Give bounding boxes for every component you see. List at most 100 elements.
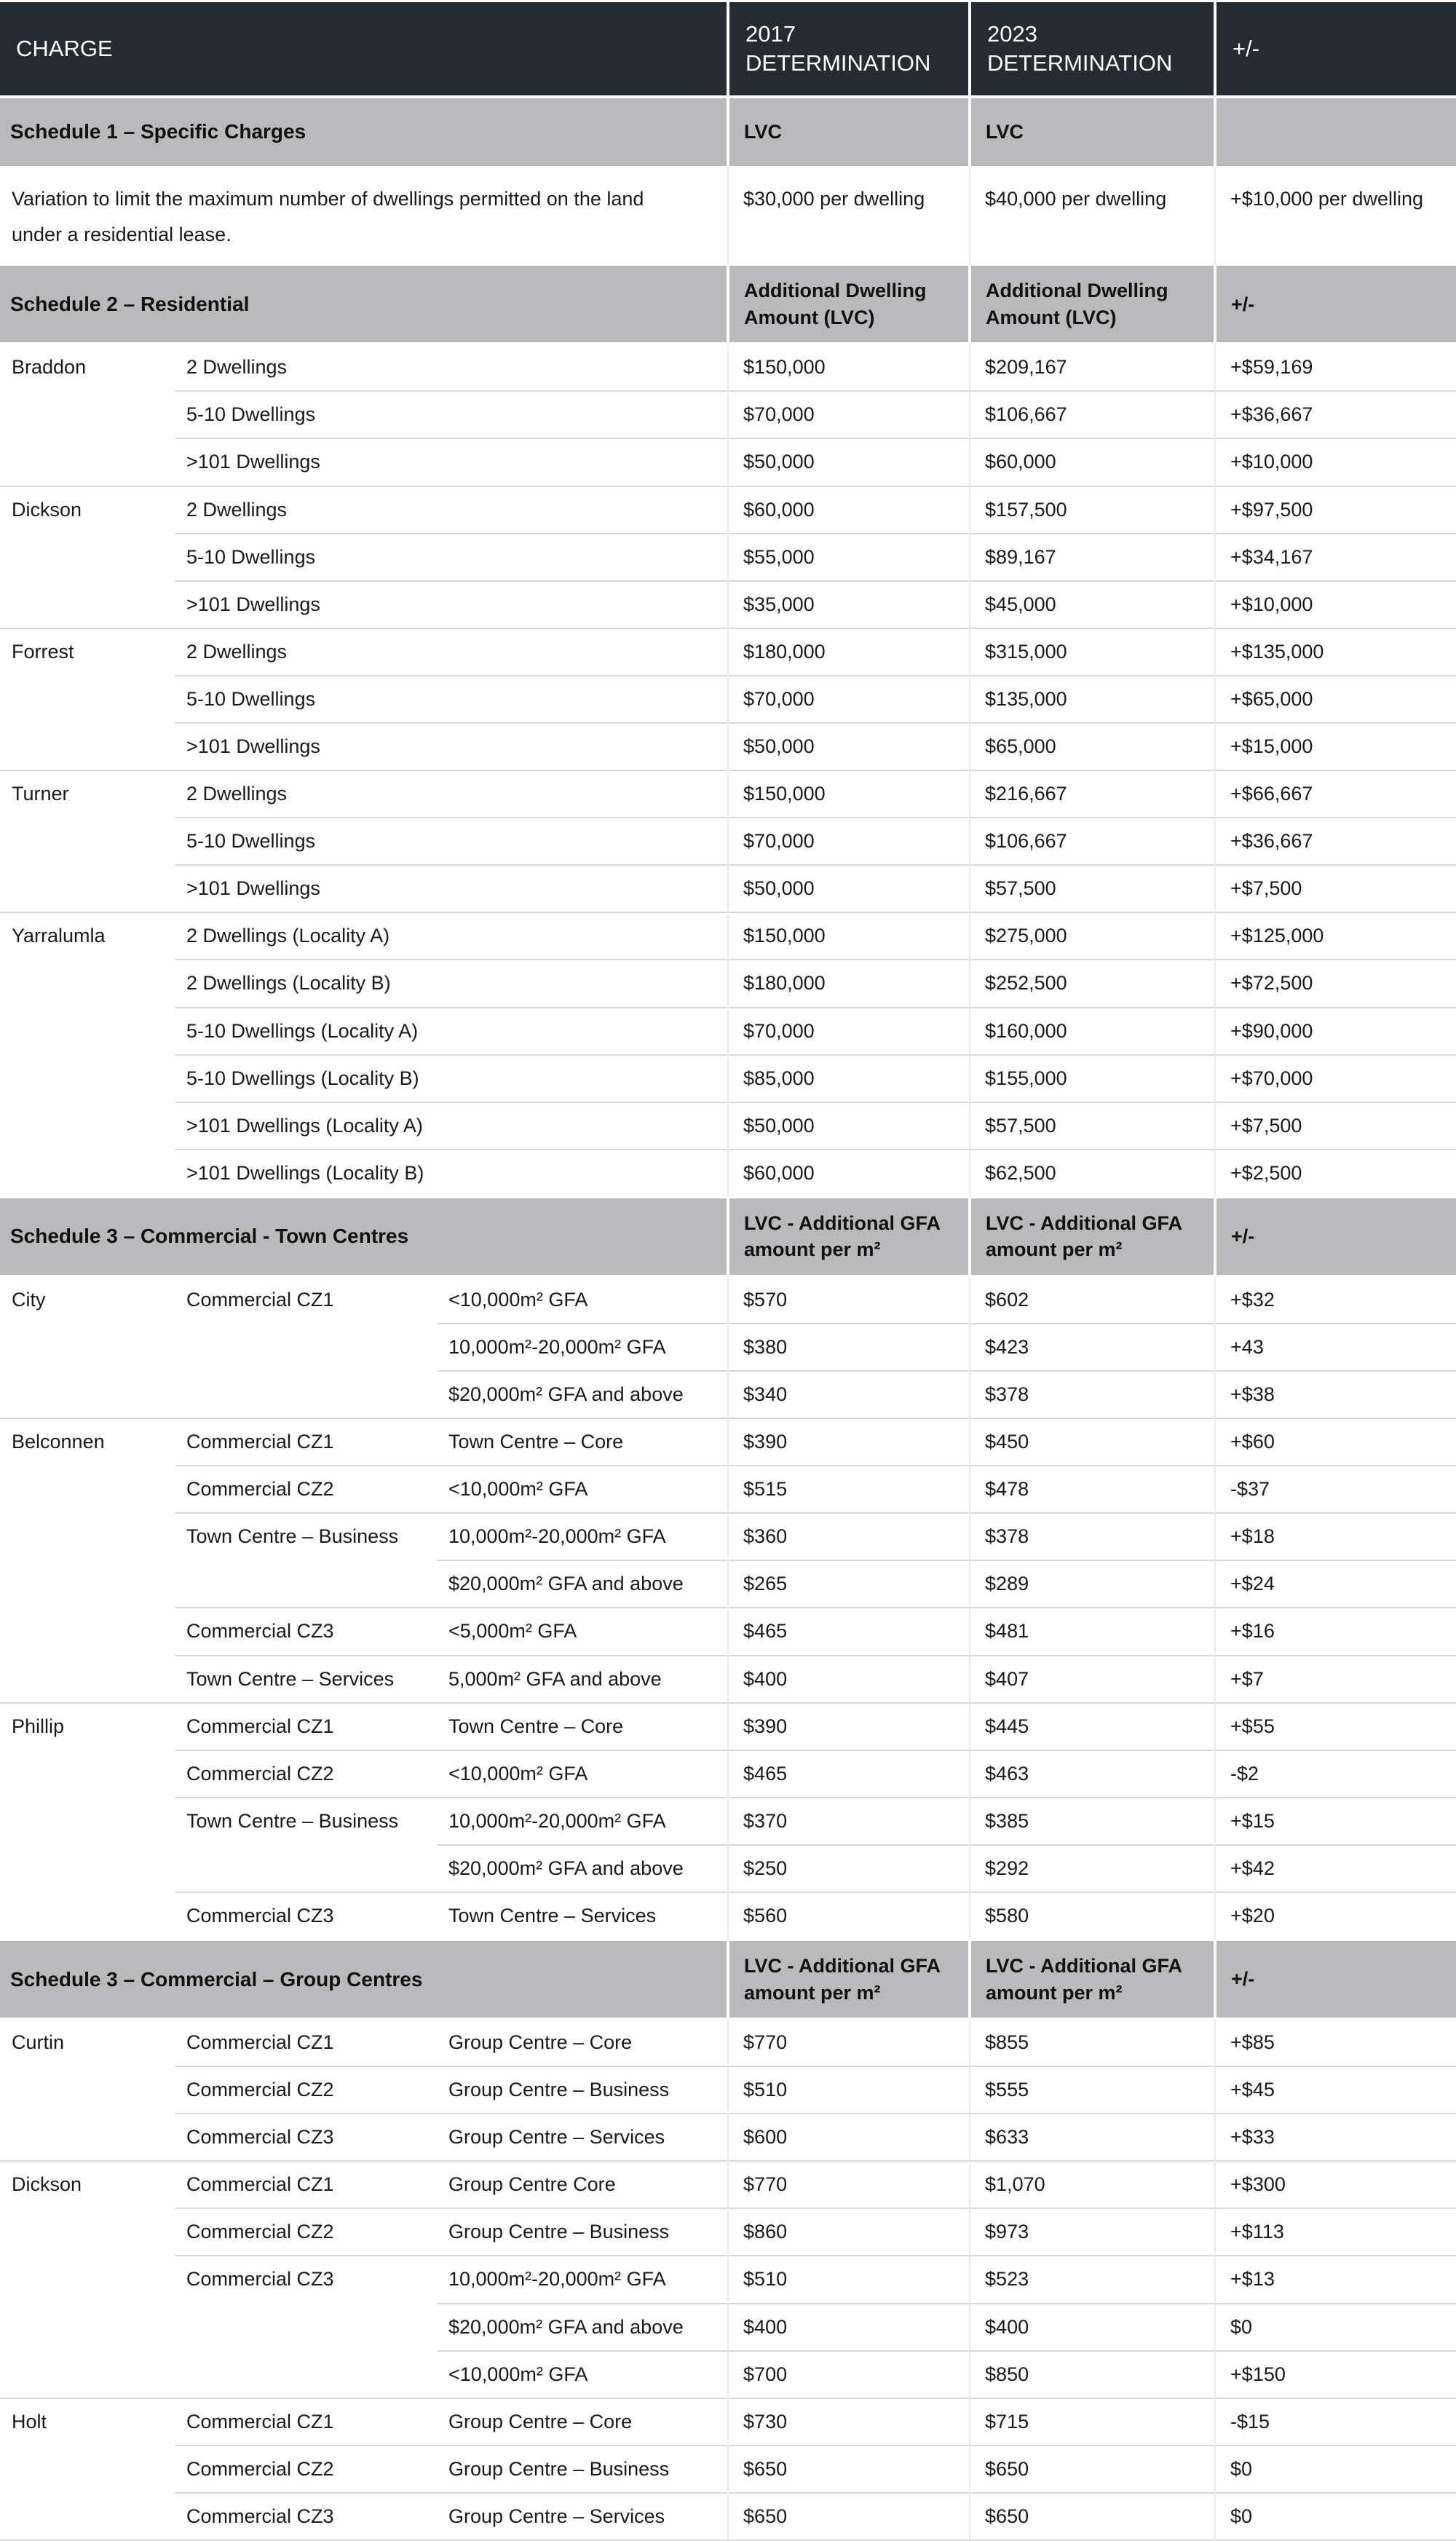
band-2017-header-cell: LVC - Additional GFA amount per m² [727,1939,970,2020]
value-2017-cell: $560 [727,1892,970,1940]
value-2017-cell: $360 [727,1512,970,1561]
band-change-header-cell: +/- [1214,1196,1456,1277]
value-2017-cell: $390 [727,1702,970,1750]
table-row: 5-10 Dwellings $70,000 $106,667 +$36,667 [0,817,1456,866]
label-cell: Town Centre – Core [437,1418,729,1466]
change-cell: +$20 [1214,1892,1456,1940]
label-cell: Commercial CZ1 [175,1702,437,1750]
change-cell: +$15,000 [1214,722,1456,771]
value-2023-cell: $89,167 [969,532,1216,581]
band-2017-header-cell: LVC [727,95,970,168]
change-cell: +$60 [1214,1418,1456,1466]
change-cell: +$300 [1214,2160,1456,2209]
label-cell: 5,000m² GFA and above [437,1654,729,1703]
locality-cell: Town Centre – Business [175,1796,437,1893]
table-row: $20,000m² GFA and above $340 $378 +$38 [0,1370,1456,1419]
table-row: Commercial CZ2 <10,000m² GFA $465 $463 -$2 [0,1749,1456,1798]
change-cell: +$33 [1214,2113,1456,2162]
table-row: Town Centre – Business 10,000m²-20,000m² … [0,1512,1456,1608]
change-cell: +$24 [1214,1560,1456,1608]
value-2017-cell: $180,000 [727,627,970,676]
label-cell: 5-10 Dwellings (Locality A) [175,1006,729,1055]
value-2023-cell: $135,000 [969,674,1216,723]
change-cell: +$45 [1214,2066,1456,2114]
locality-cell: Dickson [0,485,175,628]
value-2017-cell: $50,000 [727,438,970,486]
label-cell: Commercial CZ1 [175,2397,437,2446]
change-column-header: +/- [1214,2,1456,98]
value-2017-cell: $515 [727,1465,970,1514]
value-2023-cell: $385 [969,1796,1216,1845]
label-cell: Group Centre – Business [437,2444,729,2493]
change-cell: +$113 [1214,2208,1456,2256]
label-cell: $20,000m² GFA and above [437,2302,729,2351]
table-row: 2 Dwellings (Locality B) $180,000 $252,500… [0,959,1456,1008]
value-2023-cell: $106,667 [969,817,1216,866]
value-2017-cell: $400 [727,2302,970,2351]
value-2023-cell: $1,070 [969,2160,1216,2209]
table-row: Dickson 2 Dwellings $60,000 $157,500 +$97,50… [0,485,1456,628]
table-row: Yarralumla 2 Dwellings (Locality A) $150,0… [0,912,1456,1198]
label-cell: 2 Dwellings [175,627,729,676]
table-row: Commercial CZ2 <10,000m² GFA $515 $478 -$37 [0,1465,1456,1514]
table-row: >101 Dwellings $50,000 $57,500 +$7,500 [0,864,1456,913]
value-2023-cell: $481 [969,1607,1216,1656]
determination-2017-column-header: 2017 DETERMINATION [727,2,970,98]
value-2017-cell: $860 [727,2208,970,2256]
table-row: Town Centre – Business 10,000m²-20,000m² … [0,1796,1456,1893]
value-2017-cell: $35,000 [727,580,970,628]
value-2017-cell: $570 [727,1275,970,1324]
table-row: >101 Dwellings (Locality B) $60,000 $62,50… [0,1148,1456,1198]
value-2017-cell: $650 [727,2444,970,2493]
determination-2023-column-header: 2023 DETERMINATION [968,2,1216,98]
value-2023-cell: $580 [969,1892,1216,1940]
label-cell: 5-10 Dwellings [175,817,729,866]
label-cell: 2 Dwellings [175,770,729,818]
label-cell: >101 Dwellings [175,864,729,913]
table-row: Commercial CZ3 <5,000m² GFA $465 $481 +$16 [0,1607,1456,1656]
label-cell: <10,000m² GFA [437,1465,729,1514]
change-cell: +$66,667 [1214,770,1456,818]
label-cell: 5-10 Dwellings [175,390,729,439]
schedule-band-row: Schedule 1 – Specific Charges LVC LVC [0,95,1456,168]
label-cell: Commercial CZ2 [175,2066,437,2114]
label-cell: 2 Dwellings (Locality A) [175,912,729,960]
band-2017-header-cell: LVC - Additional GFA amount per m² [727,1196,970,1277]
label-cell: Group Centre Core [437,2160,729,2209]
change-cell: +$2,500 [1214,1148,1456,1198]
value-2023-cell: $60,000 [969,438,1216,486]
value-2017-cell: $85,000 [727,1054,970,1102]
change-cell: +$38 [1214,1370,1456,1419]
label-cell: Commercial CZ3 [175,1892,437,1940]
value-2017-cell: $70,000 [727,817,970,866]
locality-cell: Dickson [0,2160,175,2398]
value-2023-cell: $378 [969,1512,1216,1561]
value-2017-cell: $730 [727,2397,970,2446]
table-row: 10,000m²-20,000m² GFA $380 $423 +43 [0,1322,1456,1371]
value-2017-cell: $150,000 [727,342,970,392]
value-2017-cell: $150,000 [727,912,970,960]
band-2023-header-cell: LVC - Additional GFA amount per m² [968,1939,1216,2020]
locality-cell: Holt [0,2397,175,2541]
label-cell: 5-10 Dwellings [175,532,729,581]
change-cell: +$34,167 [1214,532,1456,581]
value-2017-cell: $650 [727,2491,970,2541]
locality-cell: Turner [0,770,175,913]
value-2023-cell: $155,000 [969,1054,1216,1102]
value-2023-cell: $715 [969,2397,1216,2446]
label-cell: Commercial CZ3 [175,2113,437,2162]
label-cell: Town Centre – Services [437,1892,729,1940]
value-2017-cell: $150,000 [727,770,970,818]
band-2023-header-cell: LVC [968,95,1216,168]
label-cell: 5-10 Dwellings [175,674,729,723]
table-row: Phillip Commercial CZ1 Town Centre – Core $… [0,1702,1456,1940]
value-2023-cell: $289 [969,1560,1216,1608]
value-2023-cell: $45,000 [969,580,1216,628]
table-row: Commercial CZ3 Group Centre – Services $65… [0,2491,1456,2541]
table-row: Commercial CZ2 Group Centre – Business $86… [0,2208,1456,2256]
value-2023-cell: $275,000 [969,912,1216,960]
table-header: CHARGE 2017 DETERMINATION 2023 DETERMINA… [0,2,1456,98]
schedule-band-row: Schedule 3 – Commercial - Town Centres LV… [0,1196,1456,1277]
locality-cell: Forrest [0,627,175,771]
change-cell: +$10,000 [1214,580,1456,628]
